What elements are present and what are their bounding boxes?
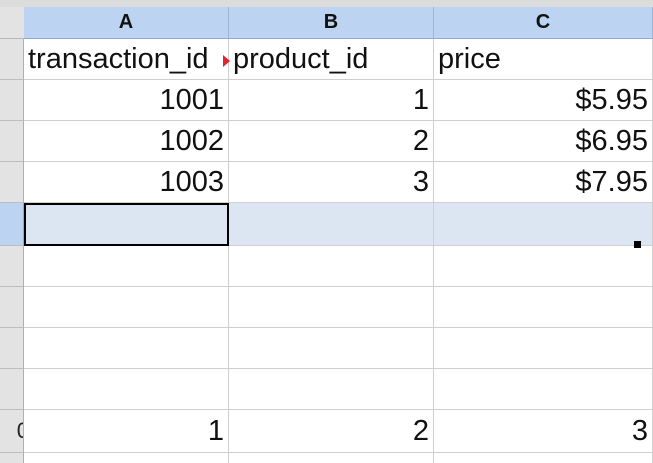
cell-a9[interactable] [24, 369, 229, 410]
cell-b3[interactable]: 2 [229, 121, 434, 162]
cell-a11[interactable] [24, 453, 229, 463]
cell-c1[interactable]: price [434, 39, 653, 80]
cell-b5[interactable] [229, 203, 434, 246]
row-header[interactable]: 0 [0, 410, 24, 453]
cell-c7[interactable] [434, 287, 653, 328]
active-cell-a5[interactable] [24, 203, 229, 246]
cell-b8[interactable] [229, 328, 434, 369]
cell-a10[interactable]: 1 [24, 410, 229, 453]
cell-b7[interactable] [229, 287, 434, 328]
select-all-corner[interactable] [0, 7, 24, 39]
cell-b2[interactable]: 1 [229, 80, 434, 121]
cell-c11[interactable] [434, 453, 653, 463]
row-header-selected[interactable] [0, 203, 24, 246]
row-header[interactable] [0, 369, 24, 410]
cell-c2[interactable]: $5.95 [434, 80, 653, 121]
cell-b4[interactable]: 3 [229, 162, 434, 203]
cell-a3[interactable]: 1002 [24, 121, 229, 162]
column-header-a[interactable]: A [24, 7, 229, 39]
cell-b1[interactable]: product_id [229, 39, 434, 80]
row-header[interactable] [0, 121, 24, 162]
cell-c3[interactable]: $6.95 [434, 121, 653, 162]
row-header[interactable] [0, 39, 24, 80]
row-header[interactable] [0, 287, 24, 328]
cell-b6[interactable] [229, 246, 434, 287]
cell-c4[interactable]: $7.95 [434, 162, 653, 203]
column-header-b[interactable]: B [229, 7, 434, 39]
row-header-label: 0 [17, 418, 23, 444]
row-header[interactable] [0, 453, 24, 463]
cell-c6[interactable] [434, 246, 653, 287]
cell-b9[interactable] [229, 369, 434, 410]
cell-b11[interactable] [229, 453, 434, 463]
cell-a2[interactable]: 1001 [24, 80, 229, 121]
cell-c9[interactable] [434, 369, 653, 410]
cell-a4[interactable]: 1003 [24, 162, 229, 203]
row-header[interactable] [0, 80, 24, 121]
fill-handle[interactable] [634, 241, 641, 248]
toolbar-edge [0, 0, 653, 7]
cell-c10[interactable]: 3 [434, 410, 653, 453]
cell-a1[interactable]: transaction_id [24, 39, 229, 80]
row-header[interactable] [0, 162, 24, 203]
cell-a6[interactable] [24, 246, 229, 287]
cell-c8[interactable] [434, 328, 653, 369]
row-header[interactable] [0, 328, 24, 369]
cell-c5[interactable] [434, 203, 653, 246]
column-header-c[interactable]: C [434, 7, 653, 39]
cell-a8[interactable] [24, 328, 229, 369]
row-header[interactable] [0, 246, 24, 287]
cell-b10[interactable]: 2 [229, 410, 434, 453]
text-overflow-arrow-icon [223, 55, 230, 67]
cell-a7[interactable] [24, 287, 229, 328]
